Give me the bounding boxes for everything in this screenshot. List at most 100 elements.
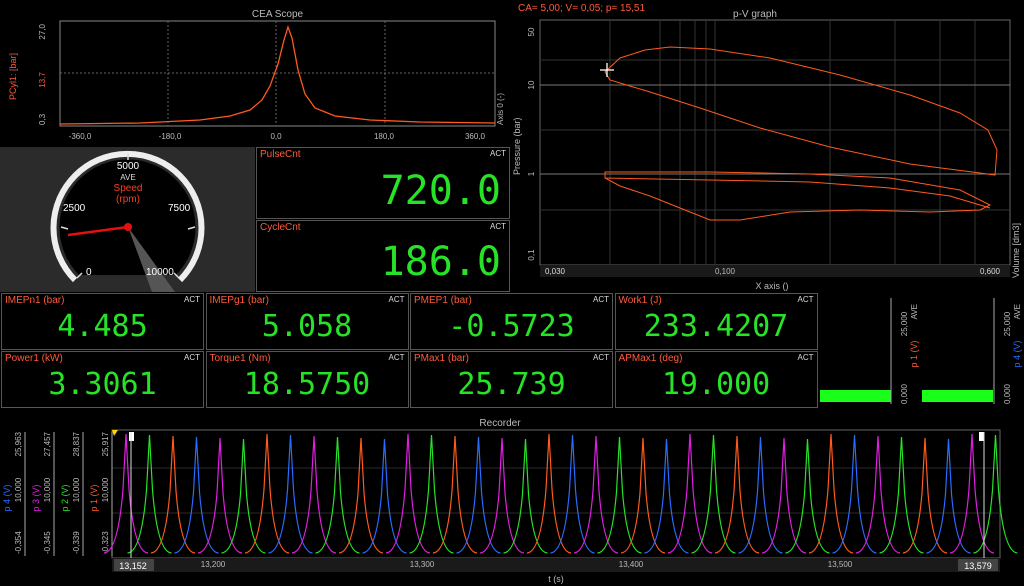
recorder-peak	[432, 435, 478, 554]
pv-ylabel: Pressure (bar)	[512, 117, 522, 175]
recorder-peak	[385, 433, 431, 554]
digital-panel-value: 5.058	[261, 309, 353, 344]
digital-panel-label: APMax1 (deg)	[618, 353, 683, 364]
speed-gauge: 0 2500 5000 7500 10000 AVE Speed (rpm)	[0, 147, 255, 292]
recorder-peak	[174, 436, 219, 554]
recorder-axis-min: -0,354	[14, 531, 23, 554]
recorder-peak	[949, 433, 995, 554]
bar1-max: 25,000	[900, 311, 909, 336]
scope-xtick-4: 360,0	[465, 132, 486, 141]
recorder-peak	[550, 434, 595, 554]
bar1-mode: AVE	[910, 304, 919, 319]
recorder-peak	[808, 433, 854, 554]
pv-ytick-1: 10	[527, 80, 536, 89]
recorder-peak	[644, 438, 689, 554]
digital-panel-label: Power1 (kW)	[5, 353, 63, 364]
rec-x-start: 13,152	[119, 561, 147, 571]
digital-panel-value: 18.5750	[243, 367, 371, 402]
pulsecnt-value: 720.0	[380, 168, 501, 214]
pv-cursor-readout: CA= 5,00; V= 0,05; p= 15,51	[518, 3, 646, 14]
digital-panel-value: 19.000	[661, 367, 771, 402]
recorder-axis-channel: p 3 (V)	[31, 484, 41, 511]
recorder-peak	[785, 438, 830, 554]
recorder-axis-min: -0,323	[101, 531, 110, 554]
recorder-peak	[855, 435, 901, 554]
digital-panel: PMEP1 (bar) ACT -0.5723	[410, 293, 613, 350]
digital-panel: IMEPn1 (bar) ACT 4.485	[1, 293, 204, 350]
scope-right-axis-label: Axis 0 (-)	[496, 93, 505, 125]
digital-panel-label: Work1 (J)	[618, 295, 662, 306]
recorder-peak	[738, 436, 783, 554]
recorder-peak	[221, 438, 266, 554]
cyclecnt-label: CycleCnt	[260, 222, 301, 233]
recorder-peak	[573, 435, 619, 554]
recorder-axis-max: 28,837	[72, 431, 81, 456]
recorder-peak	[926, 438, 971, 554]
scope-plot[interactable]: 27,0 13,7 0,3 -360,0 -180,0 0,0 180,0 36…	[0, 0, 510, 146]
recorder-peak	[268, 434, 313, 554]
digital-panel: Work1 (J) ACT 233.4207	[614, 293, 818, 350]
digital-panel-value: 25.739	[457, 367, 566, 402]
gauge-label: Speed	[114, 183, 143, 194]
recorder-axis-max: 25,963	[14, 431, 23, 456]
recorder-axis-min: -0,339	[72, 531, 81, 554]
recorder-peak	[479, 437, 525, 554]
recorder-peak	[315, 436, 360, 554]
recorder-plot[interactable]: 25,963 10,000 -0,354 p 4 (V) 27,457 10,000 -0,…	[0, 428, 1024, 586]
digital-panel-value: -0.5723	[448, 309, 575, 344]
scope-ytick-0: 27,0	[38, 23, 47, 39]
gauge-tick-0: 0	[86, 267, 92, 278]
scope-ytick-1: 13,7	[38, 72, 47, 88]
pulsecnt-panel: PulseCnt ACT 720.0	[256, 147, 510, 219]
recorder-peak	[456, 436, 501, 554]
digital-panel-tag: ACT	[388, 353, 405, 362]
digital-panel-label: IMEPn1 (bar)	[5, 295, 65, 306]
cyclecnt-tag: ACT	[490, 222, 506, 231]
recorder-peak	[244, 433, 290, 554]
bar2-mode: AVE	[1013, 304, 1022, 319]
recorder-peak	[526, 433, 572, 554]
recorder-peak	[127, 434, 172, 554]
recorder-axis-channel: p 4 (V)	[2, 484, 12, 511]
digital-panel-label: PMEP1 (bar)	[414, 295, 472, 306]
recorder-peak	[150, 435, 196, 554]
digital-panel-tag: ACT	[184, 353, 200, 362]
rec-xtick-0: 13,200	[201, 560, 226, 569]
pulsecnt-label: PulseCnt	[260, 149, 301, 160]
recorder-axis-mid: 10,000	[43, 477, 52, 502]
recorder-peak	[103, 433, 149, 554]
bar-meters: 25,000 AVE p 1 (V) 0,000 25,000 AVE p 4 …	[820, 298, 1022, 404]
digital-panel-label: PMax1 (bar)	[414, 353, 470, 364]
recorder-peak	[902, 437, 948, 554]
digital-panel-label: IMEPg1 (bar)	[209, 295, 269, 306]
digital-panel-value: 4.485	[57, 309, 148, 344]
recorder-peak	[973, 434, 1018, 554]
scope-xtick-0: -360,0	[69, 132, 92, 141]
pulsecnt-tag: ACT	[490, 149, 506, 158]
recorder-peak	[691, 434, 736, 554]
gauge-unit: (rpm)	[116, 194, 140, 205]
pv-plot[interactable]: 50 10 1 0,1 Pressure (bar) 0,030 0,100 0…	[510, 0, 1024, 294]
cyclecnt-panel: CycleCnt ACT 186.0	[256, 220, 510, 292]
recorder-peak	[362, 438, 407, 554]
recorder-peak	[714, 435, 760, 554]
scope-xtick-1: -180,0	[159, 132, 182, 141]
bar1-channel: p 1 (V)	[909, 340, 919, 367]
pv-ytick-2: 1	[527, 171, 536, 176]
recorder-peak	[503, 438, 548, 554]
recorder-axis-min: -0,345	[43, 531, 52, 554]
digital-panel: Torque1 (Nm) ACT 18.5750	[205, 351, 409, 408]
gauge-tick-4: 10000	[146, 267, 174, 278]
recorder-peak	[409, 434, 454, 554]
bar1-min: 0,000	[900, 383, 909, 404]
recorder-axis-max: 27,457	[43, 431, 52, 456]
pv-xtick-2: 0,600	[980, 267, 1001, 276]
pv-xtick-0: 0,030	[545, 267, 566, 276]
scope-trace	[59, 24, 496, 125]
digital-panel-tag: ACT	[797, 295, 814, 304]
gauge-tick-1: 2500	[63, 203, 86, 214]
recorder-peak	[667, 433, 713, 554]
digital-panel-tag: ACT	[184, 295, 200, 304]
recorder-axis-max: 25,917	[101, 431, 110, 456]
recorder-peak	[291, 435, 337, 554]
